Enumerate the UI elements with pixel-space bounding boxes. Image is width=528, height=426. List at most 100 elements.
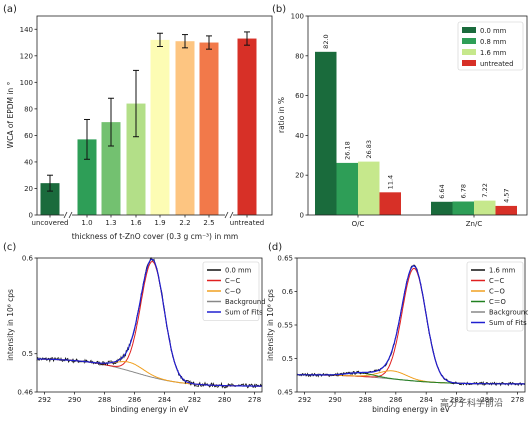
x-axis-label-xps: binding energy in eV <box>372 405 451 414</box>
data-label-b: 11.4 <box>387 175 395 189</box>
watermark-text: 高分子科学前沿 <box>440 397 503 409</box>
legend-label-xps: Background <box>489 309 528 317</box>
y-tick-label-a: 140 <box>20 26 33 34</box>
axes-frame-b <box>307 15 528 216</box>
axis-break-a <box>224 211 229 219</box>
y-axis-label-a: WCA of EPDM in ° <box>6 81 15 148</box>
panel-label-3: (d) <box>268 242 282 253</box>
axis-break-a <box>229 211 234 219</box>
x-tick-label-a: 1.3 <box>105 219 116 227</box>
x-tick-label-xps: 280 <box>218 396 231 404</box>
x-tick-label-b: O/C <box>352 220 365 228</box>
x-tick-label-a: 1.6 <box>130 219 142 227</box>
legend-label-xps: C−O <box>225 288 241 296</box>
y-tick-label-a: 60 <box>24 132 33 140</box>
y-tick-label-xps: 0.5 <box>282 355 293 363</box>
background-line <box>37 358 262 387</box>
legend-label-xps: C−C <box>225 277 240 285</box>
x-tick-label-a: 1.9 <box>154 219 165 227</box>
panel-label-b: (b) <box>272 4 286 15</box>
x-tick-label-xps: 290 <box>328 396 341 404</box>
legend-label-xps: Sum of Fits <box>225 309 263 317</box>
legend-label-xps: 1.6 mm <box>489 267 516 275</box>
y-tick-label-b: 100 <box>291 13 304 21</box>
data-label-b: 4.57 <box>503 188 511 202</box>
legend-xps <box>202 261 260 321</box>
bar-a <box>175 41 195 215</box>
y-tick-label-b: 40 <box>295 132 304 140</box>
bar-b <box>379 192 401 215</box>
legend-swatch-b <box>462 27 476 33</box>
y-tick-label-a: 0 <box>29 212 33 220</box>
bar-b <box>315 51 337 215</box>
data-label-b: 26.83 <box>365 140 373 159</box>
bar-a <box>40 183 60 215</box>
x-tick-label-xps: 292 <box>38 396 51 404</box>
y-tick-label-xps: 0.6 <box>22 255 34 263</box>
bar-a <box>199 42 219 216</box>
data-label-b: 7.22 <box>481 183 489 197</box>
y-tick-label-b: 0 <box>300 212 304 220</box>
x-tick-label-xps: 278 <box>511 396 524 404</box>
bar-b <box>474 200 496 215</box>
axis-break-a <box>63 211 68 219</box>
legend-label-xps: C＝O <box>489 298 506 306</box>
axis-break-a <box>64 212 72 218</box>
legend-label-b: 0.8 mm <box>480 38 507 46</box>
fit-component-line <box>297 370 525 385</box>
x-axis-label-a: thickness of t-ZnO cover (0.3 g cm⁻³) in… <box>72 232 238 241</box>
sum-of-fits-line <box>37 258 262 387</box>
legend-label-xps: 0.0 mm <box>225 267 252 275</box>
legend-label-b: 1.6 mm <box>480 49 507 57</box>
panel-label-a: (a) <box>3 4 17 15</box>
fit-component-line <box>37 358 262 387</box>
x-tick-label-xps: 288 <box>359 396 372 404</box>
bar-b <box>336 162 358 215</box>
axes-frame-xps <box>36 257 263 393</box>
legend-label-xps: C−O <box>489 288 505 296</box>
x-tick-label-xps: 284 <box>158 396 172 404</box>
x-tick-label-xps: 292 <box>298 396 311 404</box>
x-tick-label-xps: 290 <box>68 396 81 404</box>
bar-a <box>126 103 146 215</box>
x-tick-label-a: untreated <box>230 219 264 227</box>
data-label-b: 26.18 <box>344 141 352 160</box>
y-tick-label-a: 100 <box>20 79 33 87</box>
axis-break-a <box>68 211 73 219</box>
sum-of-fits-line <box>297 265 525 385</box>
legend-swatch-b <box>462 49 476 55</box>
y-tick-label-xps: 0.5 <box>22 350 33 358</box>
bar-b <box>431 201 453 215</box>
x-tick-label-a: 2.2 <box>179 219 190 227</box>
y-tick-label-xps: 0.46 <box>17 389 33 397</box>
y-tick-label-a: 80 <box>24 105 33 113</box>
y-tick-label-b: 20 <box>295 172 304 180</box>
x-tick-label-a: uncovered <box>32 219 69 227</box>
y-axis-label-xps: intensity in 10⁶ cps <box>6 289 15 361</box>
y-tick-label-xps: 0.65 <box>277 255 293 263</box>
bar-b <box>495 205 517 215</box>
legend-label-xps: C−C <box>489 277 504 285</box>
legend-swatch-b <box>462 38 476 44</box>
legend-swatch-b <box>462 60 476 66</box>
data-label-b: 6.78 <box>460 184 468 198</box>
y-axis-label-b: ratio in % <box>277 97 286 133</box>
y-tick-label-b: 80 <box>295 52 304 60</box>
x-axis-label-xps: binding energy in eV <box>111 405 190 414</box>
x-tick-label-a: 2.5 <box>203 219 214 227</box>
y-tick-label-a: 120 <box>20 52 33 60</box>
panel-label-2: (c) <box>3 242 16 253</box>
legend-label-b: 0.0 mm <box>480 27 507 35</box>
legend-b <box>457 21 524 71</box>
x-tick-label-xps: 282 <box>450 396 463 404</box>
bar-b <box>358 161 380 215</box>
x-tick-label-xps: 280 <box>480 396 493 404</box>
bar-a <box>237 38 257 216</box>
y-tick-label-xps: 0.6 <box>282 288 294 296</box>
y-tick-label-b: 60 <box>295 92 304 100</box>
y-tick-label-a: 40 <box>24 158 33 166</box>
x-tick-label-xps: 282 <box>188 396 201 404</box>
axes-frame-a <box>36 15 273 216</box>
x-tick-label-xps: 286 <box>389 396 403 404</box>
